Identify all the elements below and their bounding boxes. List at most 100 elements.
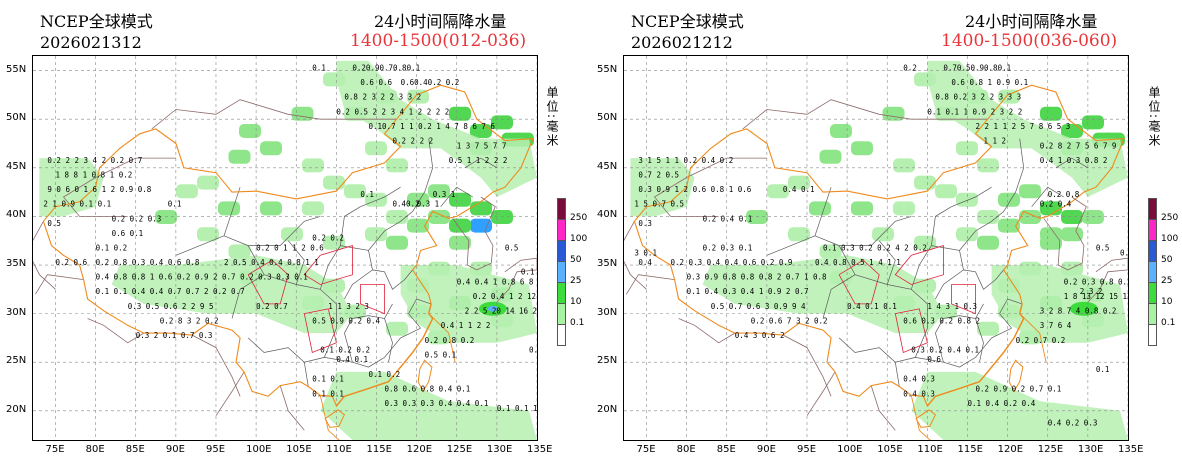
longitude-tick-label: 110E xyxy=(326,444,352,455)
precip-value-label: 1 1 2 xyxy=(984,137,1007,146)
precip-value-label: 1 3 7 5 7 7 xyxy=(457,141,507,150)
valid-period: 1400-1500(036-060) xyxy=(941,31,1118,51)
precip-value-label: 1 1 3 2 3 xyxy=(328,302,369,311)
precip-patch xyxy=(470,201,492,216)
precip-patch xyxy=(1061,124,1083,138)
precip-value-label: 0.6 0.6 xyxy=(360,78,392,87)
precip-patch xyxy=(882,106,905,121)
latitude-tick-label: 20N xyxy=(597,403,618,415)
precip-value-label: 0.8 0.6 0.8 0.4 0.1 xyxy=(385,384,471,393)
precip-value-label: 0.1 xyxy=(1096,365,1110,374)
province-border xyxy=(223,187,321,246)
neighbor-border xyxy=(678,318,736,344)
latitude-tick-label: 35N xyxy=(6,258,27,269)
legend-level-label: 250 xyxy=(570,213,588,223)
longitude-tick-label: 75E xyxy=(636,444,656,455)
precip-value-label: 0.5 0.1 xyxy=(425,350,457,359)
precip-patch xyxy=(809,201,831,216)
province-border xyxy=(959,138,1025,251)
precip-patch xyxy=(746,210,768,224)
precip-value-label: 0.6 0.3 0.2 0.8 2 xyxy=(903,316,980,325)
precip-patch xyxy=(893,201,915,216)
valid-period: 1400-1500(012-036) xyxy=(350,31,527,51)
precip-patch xyxy=(914,175,936,190)
legend-level-label: 10 xyxy=(1161,297,1173,307)
run-time: 2026021212 xyxy=(631,33,733,52)
precip-value-label: 0.3 0.3 0.3 0.4 0.4 0.1 xyxy=(385,399,489,408)
legend-swatch xyxy=(1148,219,1157,241)
precip-patch xyxy=(365,192,387,207)
precip-patch xyxy=(1040,235,1062,250)
precip-value-label: 0.1 0.1 xyxy=(312,389,344,398)
legend-level-label: 50 xyxy=(1161,255,1173,265)
province-border xyxy=(894,362,900,387)
province-border xyxy=(935,303,984,363)
precip-patch xyxy=(977,321,999,336)
precip-patch xyxy=(977,158,999,173)
province-border xyxy=(878,240,896,285)
precip-patch xyxy=(386,158,408,173)
precip-value-label: 0.3 0.9 1 2 0.6 0.8 1 0.6 xyxy=(638,185,751,194)
province-border xyxy=(408,298,432,329)
longitude-tick-label: 75E xyxy=(45,444,65,455)
precip-patch xyxy=(935,184,957,199)
maritime-border xyxy=(910,395,931,440)
neighbor-border xyxy=(742,99,988,130)
precip-patch xyxy=(956,192,978,207)
precip-value-label: 0.2 8 2 7 5 6 7 9 xyxy=(1040,141,1117,150)
legend-swatch xyxy=(557,282,566,304)
left-panel: NCEP全球模式 2026021312 24小时间隔降水量 1400-1500(… xyxy=(6,12,588,455)
precip-value-label: 1 8 8 1 0.8 1 0.2 xyxy=(56,171,133,180)
precip-band xyxy=(991,265,1128,343)
maritime-border xyxy=(319,395,340,440)
precip-patch xyxy=(428,210,450,224)
legend-level-label: 100 xyxy=(1161,234,1179,244)
precip-value-label: 2 2 5 20 14 16 20 10 9 5 xyxy=(465,307,537,316)
precip-patch xyxy=(281,227,303,242)
precip-value-label: 0.4 0.8 0.5 1 4 1 1 xyxy=(815,258,901,267)
precip-value-label: 0.2 0.8 0.2 xyxy=(425,336,475,345)
province-border xyxy=(344,269,373,300)
precip-value-label: 0.40.2 xyxy=(393,200,420,209)
legend-swatch xyxy=(1148,324,1157,346)
precip-value-label: 3 7 6 4 xyxy=(1040,321,1072,330)
precip-value-label: 0.2 0.4 1 2 12 19 11 6 1 12 7 xyxy=(473,292,537,301)
precip-patch xyxy=(291,106,314,121)
precip-value-label: 0.5 xyxy=(1096,243,1110,252)
precip-value-label: 0.3 xyxy=(1120,248,1128,257)
precip-value-label: 0.1 xyxy=(360,190,374,199)
precip-patch xyxy=(998,218,1020,233)
precip-value-label: 0.2 0.6 xyxy=(56,258,88,267)
model-name: NCEP全球模式 xyxy=(631,12,744,31)
precip-value-label: 0.1 xyxy=(529,346,537,355)
precip-value-label: 0.3 0.9 0.8 0.8 0.8 2 0.7 1 0.8 xyxy=(687,273,827,282)
precip-patch xyxy=(977,210,999,224)
precip-value-label: 0.3 1 xyxy=(433,190,456,199)
neighbor-border xyxy=(806,371,836,416)
neighbor-border xyxy=(191,334,241,397)
longitude-tick-label: 105E xyxy=(286,444,312,455)
longitude-tick-label: 120E xyxy=(406,444,433,455)
graticule xyxy=(33,56,537,440)
longitude-tick-label: 135E xyxy=(527,444,553,455)
national-border xyxy=(42,84,534,408)
legend-swatch xyxy=(1148,198,1157,220)
longitude-tick-label: 85E xyxy=(716,444,736,455)
province-border xyxy=(951,186,992,208)
precip-band xyxy=(927,60,1128,198)
latitude-tick-label: 50N xyxy=(597,112,618,124)
legend-swatch xyxy=(557,219,566,241)
precip-patch xyxy=(893,158,915,173)
precip-value-label: 3 1 5 1 1 0.2 0.4 0.2 xyxy=(638,156,733,165)
longitude-tick-label: 95E xyxy=(205,444,226,455)
precip-value-label: 0.2 2 2 2 xyxy=(393,137,434,146)
precip-patch xyxy=(449,106,471,121)
precip-value-label: 0.2 0.5 2 2 3 4 1 2 2 2 2 xyxy=(336,107,449,116)
precip-value-label: 0.2 xyxy=(903,64,917,73)
basin-border xyxy=(360,284,385,315)
neighbor-border xyxy=(653,157,767,217)
latitude-tick-label: 30N xyxy=(597,306,618,318)
precip-value-label: 0.4 0.1 0.1 xyxy=(847,302,897,311)
legend-swatch xyxy=(557,261,566,283)
coastline-foreign xyxy=(1043,196,1087,271)
